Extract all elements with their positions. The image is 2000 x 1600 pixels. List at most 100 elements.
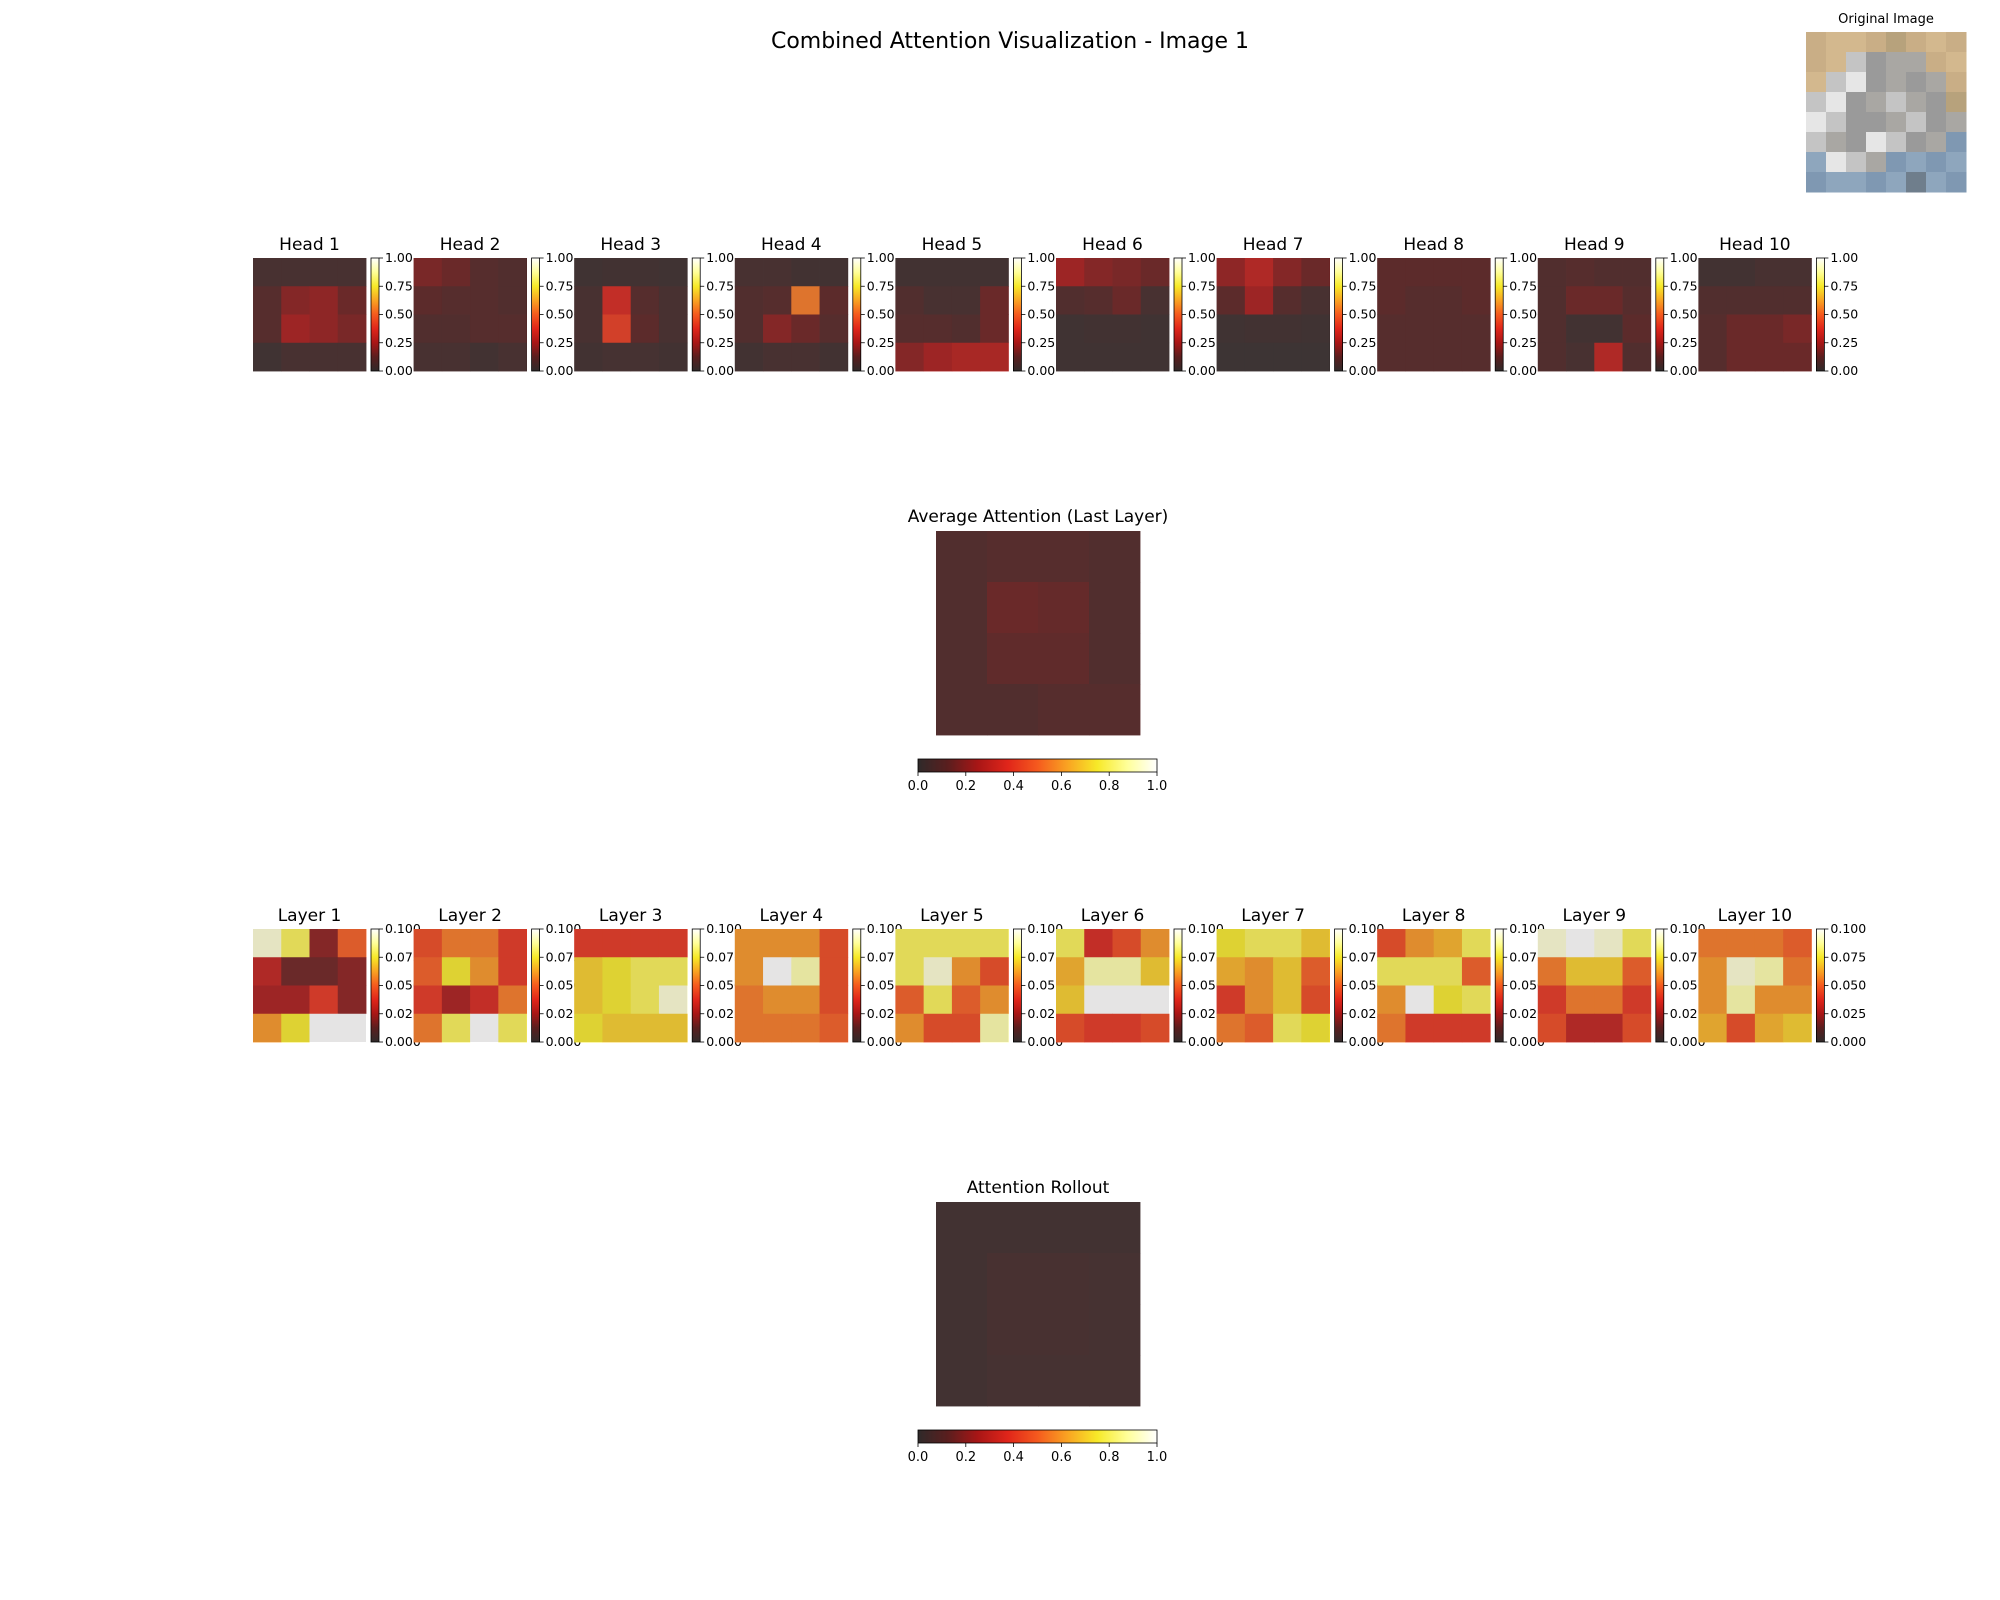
colorbar-tick-label: 1.00 xyxy=(1670,250,1698,265)
original-image-pixel xyxy=(1846,32,1867,53)
colorbar-tick-label: 0.50 xyxy=(867,307,895,322)
heatmap-cell xyxy=(819,286,849,315)
colorbar-tick-label: 0.50 xyxy=(706,307,734,322)
heatmap-cell xyxy=(470,985,499,1015)
heatmap-cell xyxy=(602,342,632,372)
image-overlay xyxy=(1056,258,1169,371)
heatmap-cell xyxy=(413,1013,443,1043)
colorbar-tick-label: 0.075 xyxy=(1830,949,1866,964)
original-image-pixel xyxy=(1866,132,1887,153)
heatmap-cell xyxy=(1301,258,1330,287)
heatmap-cell xyxy=(281,929,310,958)
original-image-pixel xyxy=(1886,172,1907,193)
heatmap-cell xyxy=(819,1013,849,1043)
heatmap-cell xyxy=(923,258,953,287)
heatmap-cell xyxy=(281,286,310,315)
layer-title: Layer 10 xyxy=(1718,906,1792,926)
heatmap-cell xyxy=(253,929,282,958)
heatmap-cell xyxy=(1566,342,1595,372)
original-image-pixel xyxy=(1926,92,1947,113)
heatmap-cell xyxy=(470,314,499,344)
layer-panel-8: Layer 8 0.000 0.025 0.050 0.075 0.100 xyxy=(1377,906,1545,1049)
original-image-pixel xyxy=(1866,52,1887,73)
heatmap-cell xyxy=(1754,957,1784,986)
heatmap-cell xyxy=(1594,258,1623,287)
heatmap-cell xyxy=(951,342,981,372)
heatmap-cell xyxy=(498,1013,527,1043)
heatmap-cell xyxy=(630,342,660,372)
colorbar-tick-label: 0.000 xyxy=(385,1034,421,1049)
heatmap-cell xyxy=(819,957,849,986)
heatmap-cell xyxy=(498,929,527,958)
layer-panel-6: Layer 6 0.000 0.025 0.050 0.075 0.100 xyxy=(1056,906,1224,1049)
colorbar-tick-label: 0.100 xyxy=(1830,921,1866,936)
heatmap-cell xyxy=(309,1013,339,1043)
heatmap-cell xyxy=(987,684,1039,736)
heatmap-cell xyxy=(1038,1202,1090,1254)
colorbar-tick-label: 0.050 xyxy=(706,978,742,993)
image-overlay xyxy=(936,531,1140,735)
heatmap-cell xyxy=(602,1013,632,1043)
heatmap-cell xyxy=(281,1013,310,1043)
original-image-pixel xyxy=(1926,152,1947,173)
heatmap-cell xyxy=(1038,582,1090,634)
heatmap-cell xyxy=(951,985,981,1015)
colorbar-tick-label: 0.00 xyxy=(1027,363,1055,378)
heatmap-cell xyxy=(441,314,471,344)
colorbar-tick-label: 0.050 xyxy=(385,978,421,993)
heatmap-cell xyxy=(734,957,764,986)
original-image-pixel xyxy=(1806,152,1827,173)
heatmap-cell xyxy=(309,314,339,344)
heatmap-cell xyxy=(936,684,988,736)
layer-title: Layer 4 xyxy=(759,906,823,926)
heatmap-cell xyxy=(1301,314,1330,344)
heatmap-cell xyxy=(1216,957,1246,986)
original-image-pixel xyxy=(1846,132,1867,153)
heatmap-cell xyxy=(1594,957,1623,986)
attention-rollout-title: Attention Rollout xyxy=(967,1178,1110,1198)
heatmap-cell xyxy=(281,314,310,344)
original-image-pixel xyxy=(1946,132,1967,153)
original-image-pixel xyxy=(1806,132,1827,153)
heatmap-cell xyxy=(630,985,660,1015)
colorbar-tick-label: 0.75 xyxy=(546,278,574,293)
heatmap-cell xyxy=(470,258,499,287)
colorbar-tick-label: 0.025 xyxy=(1027,1006,1063,1021)
heatmap-cell xyxy=(253,985,282,1015)
heatmap-cell xyxy=(1698,286,1728,315)
colorbar-tick-label: 0.000 xyxy=(1670,1034,1706,1049)
heatmap-cell xyxy=(763,314,792,344)
colorbar xyxy=(691,257,701,372)
colorbar-tick-label: 0.000 xyxy=(1830,1034,1866,1049)
colorbar-tick-label: 1.00 xyxy=(1349,250,1377,265)
heatmap-cell xyxy=(763,342,792,372)
heatmap-cell xyxy=(253,1013,282,1043)
heatmap-cell xyxy=(1754,314,1784,344)
colorbar-tick-label: 0.100 xyxy=(1349,921,1385,936)
heatmap-cell xyxy=(987,1304,1039,1356)
colorbar-tick-label: 0.00 xyxy=(546,363,574,378)
heatmap-cell xyxy=(1301,342,1330,372)
original-image-pixel xyxy=(1906,132,1927,153)
colorbar-tick-label: 0.050 xyxy=(1670,978,1706,993)
head-panel-5: Head 5 0.00 0.25 0.50 0.75 1.00 xyxy=(895,235,1055,378)
image-overlay xyxy=(574,929,688,1042)
colorbar-tick-label: 0.000 xyxy=(1509,1034,1545,1049)
heatmap-cell xyxy=(1566,929,1595,958)
heatmap-cell xyxy=(658,258,688,287)
colorbar-tick-label: 0.25 xyxy=(1027,335,1055,350)
colorbar-tick-label: 0.100 xyxy=(1509,921,1545,936)
colorbar-tick-label: 0.075 xyxy=(385,949,421,964)
colorbar-tick-label: 0.075 xyxy=(1188,949,1224,964)
heatmap-cell xyxy=(281,985,310,1015)
heatmap-cell xyxy=(658,957,688,986)
colorbar-tick-label: 0.00 xyxy=(1670,363,1698,378)
heatmap-cell xyxy=(1622,342,1652,372)
original-image-pixel xyxy=(1926,112,1947,133)
heatmap-cell xyxy=(281,258,310,287)
heatmap-cell xyxy=(791,258,820,287)
heatmap-cell xyxy=(1537,286,1567,315)
heatmap-cell xyxy=(1566,985,1595,1015)
heatmap-cell xyxy=(1754,1013,1784,1043)
heatmap-cell xyxy=(1726,314,1756,344)
